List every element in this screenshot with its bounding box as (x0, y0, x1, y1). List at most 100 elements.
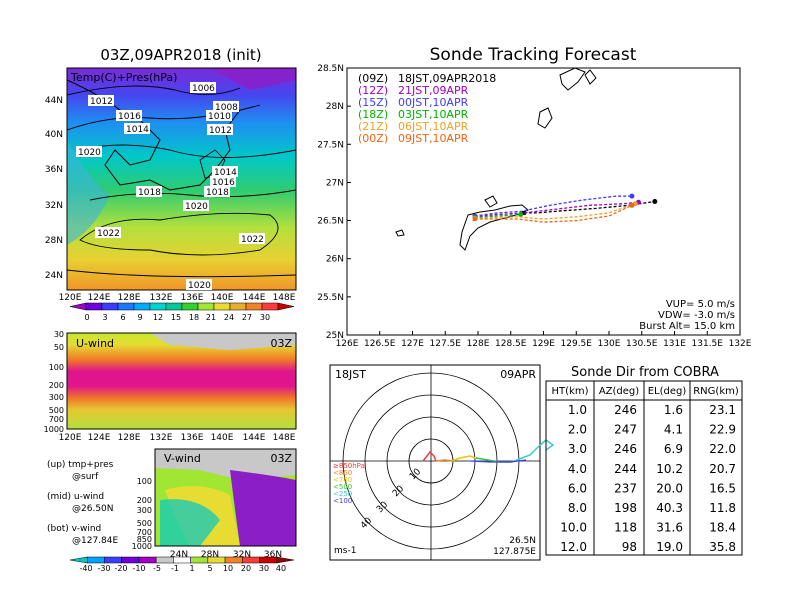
table-cell: 1.0 (568, 403, 587, 417)
legend-code: (21Z) (358, 120, 388, 133)
hodograph-500 (451, 455, 477, 462)
colorbar-tick: 21 (206, 313, 216, 322)
tracking-lon-ticks: 126E 126.5E 127E 127.5E 128E 128.5E 129E 129.5E… (336, 331, 752, 349)
legend-text: 06JST,10APR (398, 120, 469, 133)
colorbar-swatch (133, 302, 151, 311)
p-tick: 100 (49, 363, 64, 372)
table-cell: 6.9 (664, 442, 683, 456)
legend-code: (12Z) (358, 84, 388, 97)
map-frame (66, 67, 297, 291)
note-head: (up) tmp+pres (47, 460, 114, 470)
lon-tick: 128E (467, 339, 490, 349)
uwind-p-ticks: 30 50 100 200 300 500 700 1000 (44, 330, 64, 434)
lon-tick: 128E (118, 433, 141, 443)
track-start-marker (521, 210, 526, 215)
tracking-legend: (09Z) 18JST,09APR2018 (12Z) 21JST,09APR … (358, 72, 496, 145)
vwind-p-ticks: 100 200 300 500 700 850 1000 (132, 477, 152, 551)
uwind-label: U-wind (76, 337, 114, 350)
table-body: 1.0 246 1.6 23.1 2.0 247 4.1 22.9 3.0 246 6.9 22.0 4… (560, 403, 736, 554)
isobar-label: 1006 (192, 84, 215, 94)
p-tick: 200 (49, 381, 64, 390)
colorbar-tick: -1 (171, 564, 179, 573)
map-label: Temp(C)+Pres(hPa) (70, 71, 177, 84)
colorbar-tick: 30 (260, 313, 270, 322)
table-cell: 4.0 (568, 462, 587, 476)
table-cell: 19.0 (656, 540, 683, 554)
lon-tick: 120E (59, 293, 82, 303)
track-end-marker (629, 202, 635, 208)
lat-tick: 40N (45, 130, 63, 140)
legend-code: (00Z) (358, 132, 388, 145)
lon-tick: 128E (118, 293, 141, 303)
legend-text: 09JST,10APR (398, 132, 469, 145)
colorbar-swatch (149, 302, 167, 311)
note-head: (mid) u-wind (47, 492, 104, 502)
lon-tick: 130.5E (626, 339, 658, 349)
colorbar-tick: 24 (224, 313, 234, 322)
table-header-cell: AZ(deg) (599, 386, 639, 397)
uwind-lon-ticks: 120E 124E 128E 132E 136E 140E 144E 148E (59, 433, 296, 443)
legend-text: 21JST,09APR (398, 84, 469, 97)
colorbar-tick: -30 (97, 564, 110, 573)
colorbar-tick: 30 (259, 564, 269, 573)
level-label: <500 (333, 483, 352, 491)
colorbar-tick: -20 (114, 564, 127, 573)
tracking-params: VUP= 5.0 m/s VDW= -3.0 m/s Burst Alt= 15… (639, 299, 735, 332)
lon-tick: 127.5E (430, 339, 462, 349)
burst-text: Burst Alt= 15.0 km (639, 321, 735, 332)
table-cell: 244 (614, 462, 637, 476)
isobar-label: 1008 (215, 103, 238, 113)
colorbar-swatch (85, 302, 103, 311)
polar-time: 18JST (335, 368, 366, 381)
lon-tick: 129E (532, 339, 555, 349)
p-tick: 50 (54, 343, 64, 352)
isobar-label: 1012 (209, 126, 232, 136)
lon-tick: 132E (150, 433, 173, 443)
track-line-18z (474, 213, 521, 219)
colorbar-swatch (259, 556, 278, 564)
uwind-time: 03Z (270, 337, 292, 350)
table-cell: 11.8 (709, 501, 736, 515)
p-tick: 500 (137, 519, 152, 528)
colorbar-tick: 18 (189, 313, 199, 322)
map-title: 03Z,09APR2018 (init) (100, 46, 261, 64)
temperature-colorbar-ticks: 0 3 6 9 12 15 18 21 24 27 30 (84, 313, 270, 322)
table-cell: 12.0 (560, 540, 587, 554)
lon-tick: 128.5E (495, 339, 527, 349)
lat-tick: 44N (45, 96, 63, 106)
legend-text: 03JST,10APR (398, 108, 469, 121)
p-tick: 700 (137, 528, 152, 537)
colorbar-tick: -40 (79, 564, 92, 573)
uwind-frame (66, 332, 297, 430)
table-cell: 8.0 (568, 501, 587, 515)
note-sub: @127.84E (72, 536, 118, 546)
lat-tick: 25N (326, 331, 344, 341)
level-label: <700 (333, 476, 352, 484)
vup-text: VUP= 5.0 m/s (666, 299, 735, 310)
p-tick: 1000 (132, 542, 152, 551)
table-cell: 1.6 (664, 403, 683, 417)
lon-tick: 136E (181, 433, 204, 443)
lat-tick: 25.5N (317, 293, 344, 303)
colorbar-swatch (207, 556, 226, 564)
colorbar-swatch (229, 302, 247, 311)
isobar-label: 1020 (188, 281, 211, 291)
level-label: <250 (333, 490, 352, 498)
p-tick: 850 (137, 535, 152, 544)
table-cell: 22.9 (709, 423, 736, 437)
colorbar-swatch (138, 556, 157, 564)
lon-tick: 136E (181, 293, 204, 303)
colorbar-swatch (277, 302, 295, 311)
colorbar-swatch (261, 302, 279, 311)
colorbar-swatch (224, 556, 243, 564)
colorbar-tick: 6 (120, 313, 125, 322)
legend-text: 18JST,09APR2018 (398, 72, 496, 85)
isobar-label: 1018 (206, 188, 229, 198)
lat-tick: 36N (45, 165, 63, 175)
table-cell: 18.4 (709, 521, 736, 535)
hodograph-top (469, 459, 527, 463)
polar-date: 09APR (500, 368, 536, 381)
lat-tick: 32N (233, 550, 251, 560)
colorbar-swatch (213, 302, 231, 311)
table-cell: 237 (614, 481, 637, 495)
